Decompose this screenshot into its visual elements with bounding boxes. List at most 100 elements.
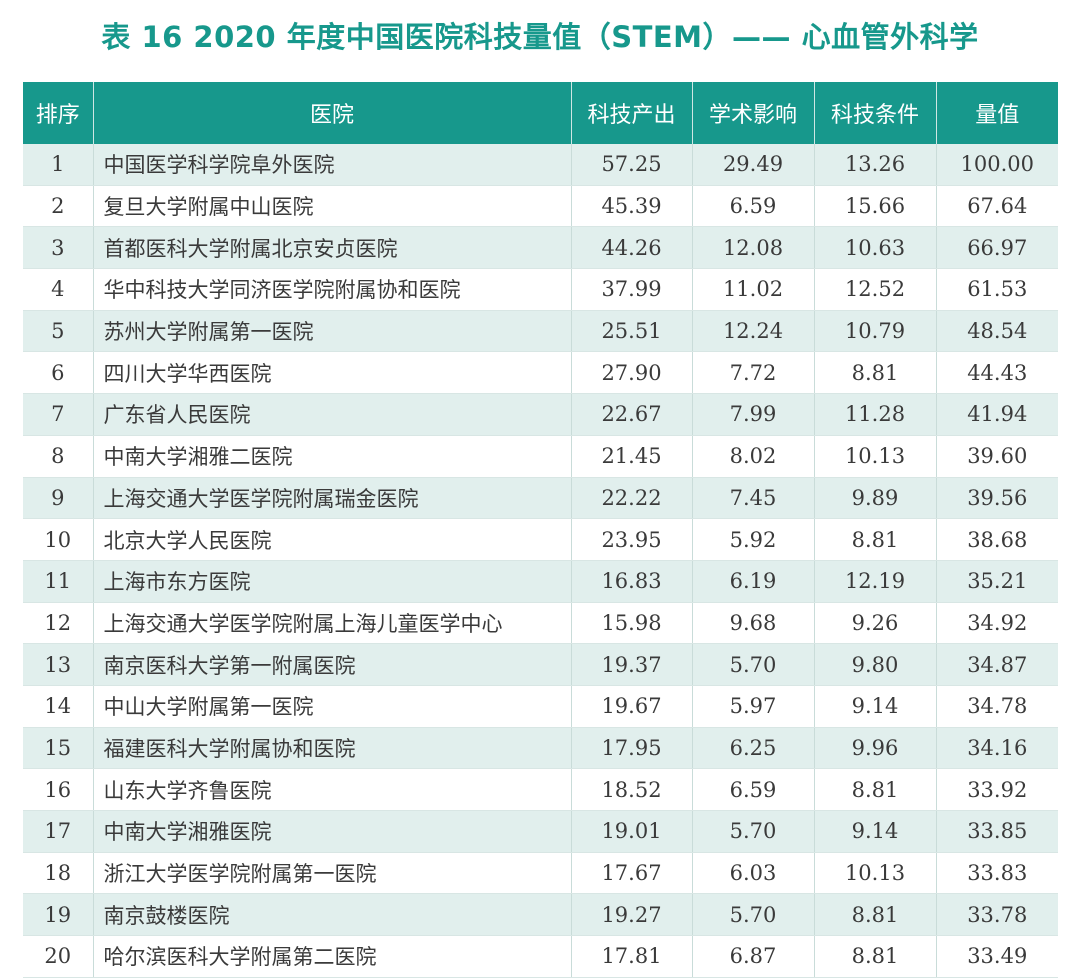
output-cell: 17.81 [570,935,692,978]
rank-cell: 9 [23,477,93,520]
value-cell: 34.87 [935,643,1058,686]
influence-cell: 5.70 [691,810,814,853]
hospital-cell: 广东省人民医院 [92,393,571,436]
table-row: 2 复旦大学附属中山医院 45.39 6.59 15.66 67.64 [23,185,1058,228]
conditions-cell: 9.80 [813,643,936,686]
rank-cell: 14 [23,685,93,728]
value-cell: 61.53 [935,268,1058,311]
rank-cell: 10 [23,518,93,561]
table-row: 5 苏州大学附属第一医院 25.51 12.24 10.79 48.54 [23,310,1058,353]
conditions-cell: 9.26 [813,602,936,645]
header-conditions: 科技条件 [813,82,936,144]
hospital-cell: 复旦大学附属中山医院 [92,185,571,228]
rank-cell: 11 [23,560,93,603]
influence-cell: 9.68 [691,602,814,645]
table-row: 15 福建医科大学附属协和医院 17.95 6.25 9.96 34.16 [23,727,1058,770]
output-cell: 25.51 [570,310,692,353]
influence-cell: 5.97 [691,685,814,728]
output-cell: 19.01 [570,810,692,853]
influence-cell: 11.02 [691,268,814,311]
influence-cell: 12.24 [691,310,814,353]
table-row: 11 上海市东方医院 16.83 6.19 12.19 35.21 [23,560,1058,603]
rank-cell: 6 [23,351,93,395]
conditions-cell: 9.96 [813,727,936,770]
table-row: 9 上海交通大学医学院附属瑞金医院 22.22 7.45 9.89 39.56 [23,477,1058,520]
rank-cell: 18 [23,852,93,895]
influence-cell: 6.59 [691,768,814,811]
table-row: 4 华中科技大学同济医学院附属协和医院 37.99 11.02 12.52 61.53 [23,268,1058,311]
table-row: 20 哈尔滨医科大学附属第二医院 17.81 6.87 8.81 33.49 [23,935,1058,978]
value-cell: 33.83 [935,852,1058,895]
conditions-cell: 10.13 [813,852,936,895]
hospital-cell: 中南大学湘雅二医院 [92,435,571,478]
conditions-cell: 9.89 [813,477,936,520]
table-row: 8 中南大学湘雅二医院 21.45 8.02 10.13 39.60 [23,435,1058,478]
rank-cell: 7 [23,393,93,436]
hospital-cell: 浙江大学医学院附属第一医院 [92,852,571,895]
rank-cell: 19 [23,893,93,937]
output-cell: 18.52 [570,768,692,811]
conditions-cell: 10.63 [813,226,936,270]
output-cell: 19.67 [570,685,692,728]
value-cell: 66.97 [935,226,1058,270]
conditions-cell: 9.14 [813,685,936,728]
table-body: 1 中国医学科学院阜外医院 57.25 29.49 13.26 100.00 2 复旦大学附属… [23,144,1058,978]
rank-cell: 13 [23,643,93,686]
output-cell: 17.67 [570,852,692,895]
conditions-cell: 8.81 [813,518,936,561]
rank-cell: 3 [23,226,93,270]
hospital-cell: 苏州大学附属第一医院 [92,310,571,353]
hospital-cell: 北京大学人民医院 [92,518,571,561]
value-cell: 34.16 [935,727,1058,770]
hospital-cell: 中山大学附属第一医院 [92,685,571,728]
value-cell: 33.92 [935,768,1058,811]
conditions-cell: 9.14 [813,810,936,853]
output-cell: 57.25 [570,144,692,186]
influence-cell: 6.19 [691,560,814,603]
output-cell: 19.27 [570,893,692,937]
conditions-cell: 13.26 [813,144,936,186]
output-cell: 16.83 [570,560,692,603]
rank-cell: 8 [23,435,93,478]
rank-cell: 17 [23,810,93,853]
header-value: 量值 [935,82,1058,144]
hospital-cell: 上海交通大学医学院附属瑞金医院 [92,477,571,520]
header-output: 科技产出 [570,82,692,144]
influence-cell: 6.03 [691,852,814,895]
value-cell: 35.21 [935,560,1058,603]
value-cell: 39.56 [935,477,1058,520]
output-cell: 22.67 [570,393,692,436]
table-row: 17 中南大学湘雅医院 19.01 5.70 9.14 33.85 [23,810,1058,853]
hospital-cell: 华中科技大学同济医学院附属协和医院 [92,268,571,311]
conditions-cell: 8.81 [813,351,936,395]
rank-cell: 1 [23,144,93,186]
table-header-row: 排序 医院 科技产出 学术影响 科技条件 量值 [23,82,1058,144]
rank-cell: 12 [23,602,93,645]
value-cell: 33.78 [935,893,1058,937]
influence-cell: 6.59 [691,185,814,228]
value-cell: 67.64 [935,185,1058,228]
output-cell: 44.26 [570,226,692,270]
rank-cell: 15 [23,727,93,770]
header-influence: 学术影响 [691,82,814,144]
rank-cell: 16 [23,768,93,811]
influence-cell: 29.49 [691,144,814,186]
hospital-cell: 中国医学科学院阜外医院 [92,144,571,186]
hospital-cell: 首都医科大学附属北京安贞医院 [92,226,571,270]
value-cell: 33.85 [935,810,1058,853]
hospital-cell: 上海市东方医院 [92,560,571,603]
influence-cell: 12.08 [691,226,814,270]
hospital-cell: 哈尔滨医科大学附属第二医院 [92,935,571,978]
value-cell: 38.68 [935,518,1058,561]
output-cell: 45.39 [570,185,692,228]
conditions-cell: 11.28 [813,393,936,436]
table-row: 3 首都医科大学附属北京安贞医院 44.26 12.08 10.63 66.97 [23,226,1058,270]
conditions-cell: 8.81 [813,935,936,978]
output-cell: 21.45 [570,435,692,478]
conditions-cell: 15.66 [813,185,936,228]
rank-cell: 5 [23,310,93,353]
hospital-cell: 中南大学湘雅医院 [92,810,571,853]
hospital-cell: 四川大学华西医院 [92,351,571,395]
hospital-cell: 上海交通大学医学院附属上海儿童医学中心 [92,602,571,645]
table-row: 14 中山大学附属第一医院 19.67 5.97 9.14 34.78 [23,685,1058,728]
